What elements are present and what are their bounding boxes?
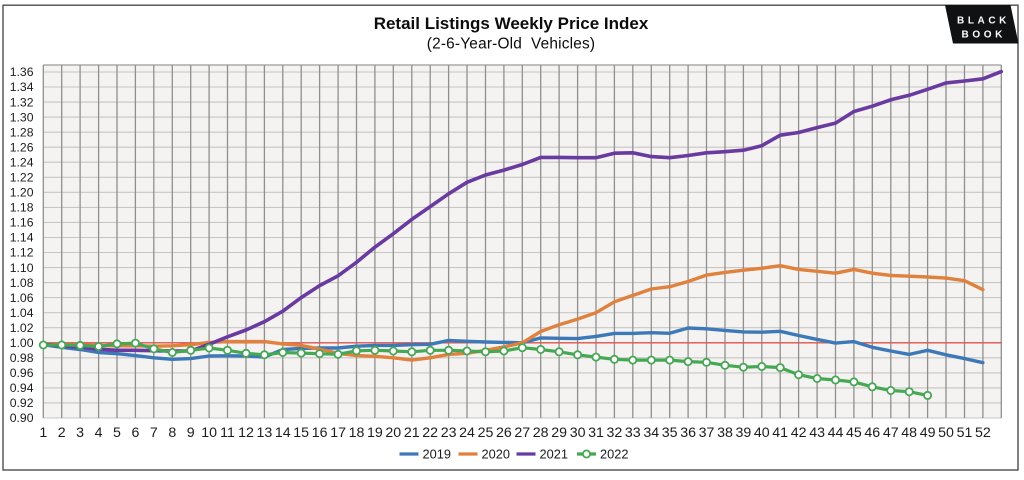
svg-text:0.92: 0.92 [10, 396, 34, 410]
svg-text:24: 24 [459, 425, 475, 441]
svg-text:11: 11 [220, 425, 235, 441]
svg-text:50: 50 [938, 425, 954, 441]
svg-text:0.90: 0.90 [10, 411, 34, 425]
svg-text:1.36: 1.36 [10, 65, 34, 79]
svg-text:0.94: 0.94 [10, 381, 34, 395]
svg-text:1.28: 1.28 [10, 125, 34, 139]
svg-text:16: 16 [312, 425, 328, 441]
svg-text:36: 36 [680, 425, 696, 441]
svg-text:1.08: 1.08 [10, 276, 34, 290]
svg-text:1.00: 1.00 [10, 336, 34, 350]
svg-text:30: 30 [570, 425, 586, 441]
svg-text:13: 13 [257, 425, 273, 441]
svg-text:6: 6 [131, 425, 139, 441]
svg-text:1.10: 1.10 [10, 261, 34, 275]
svg-text:27: 27 [514, 425, 530, 441]
svg-text:12: 12 [238, 425, 254, 441]
svg-text:BOOK: BOOK [962, 30, 1006, 41]
svg-text:1.16: 1.16 [10, 216, 34, 230]
svg-text:52: 52 [975, 425, 991, 441]
svg-text:45: 45 [846, 425, 862, 441]
svg-text:2021: 2021 [540, 447, 568, 462]
svg-text:21: 21 [404, 425, 420, 441]
svg-text:38: 38 [717, 425, 733, 441]
svg-text:23: 23 [441, 425, 457, 441]
svg-text:1.24: 1.24 [10, 155, 34, 169]
svg-text:1.30: 1.30 [10, 110, 34, 124]
svg-text:31: 31 [588, 425, 604, 441]
svg-text:1.12: 1.12 [10, 246, 34, 260]
svg-text:4: 4 [95, 425, 103, 441]
svg-text:28: 28 [533, 425, 549, 441]
svg-text:1.04: 1.04 [10, 306, 34, 320]
svg-text:Retail Listings Weekly Price I: Retail Listings Weekly Price Index [374, 14, 649, 33]
svg-text:41: 41 [772, 425, 788, 441]
svg-text:35: 35 [662, 425, 678, 441]
svg-text:0.98: 0.98 [10, 351, 34, 365]
svg-text:42: 42 [791, 425, 807, 441]
svg-text:1.22: 1.22 [10, 171, 34, 185]
svg-text:32: 32 [607, 425, 623, 441]
svg-text:15: 15 [293, 425, 309, 441]
svg-text:34: 34 [643, 425, 659, 441]
svg-text:1.18: 1.18 [10, 201, 34, 215]
svg-text:47: 47 [883, 425, 899, 441]
svg-text:0.96: 0.96 [10, 366, 34, 380]
svg-text:19: 19 [367, 425, 383, 441]
svg-text:40: 40 [754, 425, 770, 441]
svg-text:(2-6-Year-Old Vehicles): (2-6-Year-Old Vehicles) [427, 36, 595, 53]
svg-text:1: 1 [39, 425, 47, 441]
svg-text:10: 10 [201, 425, 217, 441]
svg-text:51: 51 [957, 425, 973, 441]
svg-text:49: 49 [920, 425, 936, 441]
svg-text:2019: 2019 [423, 447, 451, 462]
svg-text:46: 46 [864, 425, 880, 441]
svg-text:29: 29 [551, 425, 567, 441]
svg-text:2022: 2022 [600, 447, 628, 462]
svg-text:1.32: 1.32 [10, 95, 34, 109]
svg-text:26: 26 [496, 425, 512, 441]
svg-text:44: 44 [828, 425, 844, 441]
svg-text:2: 2 [58, 425, 66, 441]
svg-text:18: 18 [349, 425, 365, 441]
svg-text:BLACK: BLACK [957, 16, 1010, 27]
svg-text:1.20: 1.20 [10, 186, 34, 200]
svg-text:25: 25 [478, 425, 494, 441]
svg-text:5: 5 [113, 425, 121, 441]
svg-text:3: 3 [76, 425, 84, 441]
svg-text:9: 9 [187, 425, 195, 441]
svg-text:2020: 2020 [482, 447, 510, 462]
svg-text:1.26: 1.26 [10, 140, 34, 154]
svg-text:43: 43 [809, 425, 825, 441]
svg-text:37: 37 [699, 425, 715, 441]
svg-text:1.14: 1.14 [10, 231, 34, 245]
svg-text:39: 39 [736, 425, 752, 441]
svg-text:1.02: 1.02 [10, 321, 34, 335]
svg-text:1.06: 1.06 [10, 291, 34, 305]
svg-text:20: 20 [385, 425, 401, 441]
svg-text:1.34: 1.34 [10, 80, 34, 94]
svg-text:17: 17 [330, 425, 346, 441]
svg-text:14: 14 [275, 425, 291, 441]
svg-text:7: 7 [150, 425, 158, 441]
svg-text:48: 48 [901, 425, 917, 441]
svg-text:8: 8 [168, 425, 176, 441]
svg-text:33: 33 [625, 425, 641, 441]
svg-text:22: 22 [422, 425, 438, 441]
